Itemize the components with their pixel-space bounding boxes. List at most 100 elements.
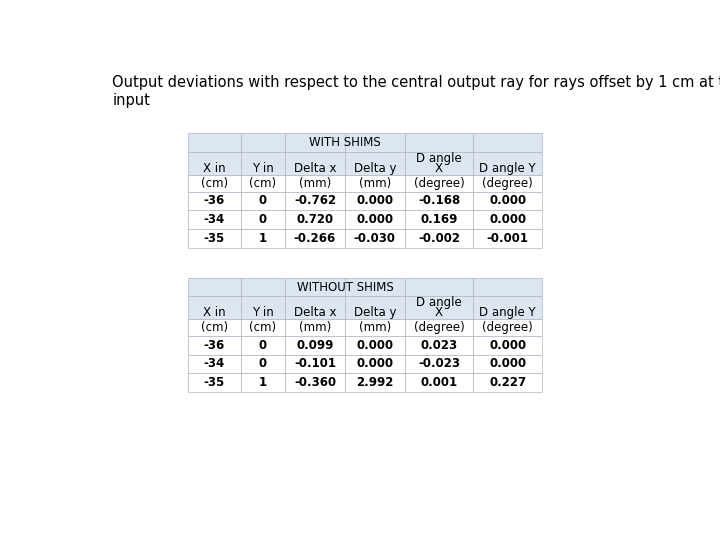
Bar xyxy=(188,278,240,296)
Text: -36: -36 xyxy=(204,339,225,352)
Text: -0.002: -0.002 xyxy=(418,232,460,245)
Bar xyxy=(473,278,542,296)
Text: 1: 1 xyxy=(259,376,267,389)
Bar xyxy=(285,211,345,229)
Bar xyxy=(405,211,473,229)
Bar xyxy=(188,336,240,355)
Bar xyxy=(345,373,405,392)
Text: -34: -34 xyxy=(204,357,225,370)
Bar xyxy=(240,229,285,248)
Text: (cm): (cm) xyxy=(249,177,276,190)
Bar xyxy=(345,175,405,192)
Bar xyxy=(345,229,405,248)
Text: -0.762: -0.762 xyxy=(294,194,336,207)
Bar xyxy=(240,192,285,211)
Bar xyxy=(188,278,542,392)
Bar xyxy=(345,319,405,336)
Text: 0.720: 0.720 xyxy=(297,213,333,226)
Text: -0.023: -0.023 xyxy=(418,357,460,370)
Bar xyxy=(240,152,285,175)
Text: -36: -36 xyxy=(204,194,225,207)
Text: Delta x: Delta x xyxy=(294,306,336,319)
Bar xyxy=(188,175,240,192)
Text: 2.992: 2.992 xyxy=(356,376,393,389)
Text: WITH SHIMS: WITH SHIMS xyxy=(309,136,381,149)
Text: -0.168: -0.168 xyxy=(418,194,460,207)
Bar xyxy=(285,336,345,355)
Bar xyxy=(473,319,542,336)
Bar xyxy=(405,175,473,192)
Bar xyxy=(473,296,542,319)
Bar xyxy=(240,319,285,336)
Bar xyxy=(285,192,345,211)
Text: WITHOUT SHIMS: WITHOUT SHIMS xyxy=(297,281,393,294)
Text: Delta x: Delta x xyxy=(294,162,336,175)
Text: 1: 1 xyxy=(259,232,267,245)
Text: X: X xyxy=(435,162,443,175)
Bar xyxy=(405,319,473,336)
Text: 0.001: 0.001 xyxy=(420,376,458,389)
Bar xyxy=(240,211,285,229)
Bar xyxy=(240,355,285,373)
Text: 0.000: 0.000 xyxy=(489,213,526,226)
Bar xyxy=(285,278,345,296)
Text: 0.169: 0.169 xyxy=(420,213,458,226)
Bar xyxy=(405,192,473,211)
Bar xyxy=(285,296,345,319)
Text: X: X xyxy=(435,306,443,319)
Bar xyxy=(285,229,345,248)
Bar xyxy=(405,152,473,175)
Bar xyxy=(188,133,542,248)
Text: (cm): (cm) xyxy=(201,321,228,334)
Text: -0.101: -0.101 xyxy=(294,357,336,370)
Bar xyxy=(345,355,405,373)
Text: Y in: Y in xyxy=(252,306,274,319)
Text: (cm): (cm) xyxy=(201,177,228,190)
Text: (mm): (mm) xyxy=(359,321,391,334)
Text: -0.001: -0.001 xyxy=(487,232,528,245)
Bar xyxy=(345,192,405,211)
Text: (degree): (degree) xyxy=(413,321,464,334)
Bar xyxy=(345,133,405,152)
Text: X in: X in xyxy=(203,162,225,175)
Bar xyxy=(285,133,345,152)
Bar xyxy=(188,152,240,175)
Bar xyxy=(188,373,240,392)
Text: (degree): (degree) xyxy=(482,177,533,190)
Bar xyxy=(285,373,345,392)
Bar xyxy=(345,152,405,175)
Text: -35: -35 xyxy=(204,376,225,389)
Text: 0: 0 xyxy=(259,357,267,370)
Bar xyxy=(405,296,473,319)
Text: (cm): (cm) xyxy=(249,321,276,334)
Text: 0.099: 0.099 xyxy=(297,339,333,352)
Text: (mm): (mm) xyxy=(299,177,331,190)
Bar xyxy=(188,296,240,319)
Text: 0.000: 0.000 xyxy=(356,339,393,352)
Bar xyxy=(473,336,542,355)
Text: (mm): (mm) xyxy=(359,177,391,190)
Bar xyxy=(473,373,542,392)
Bar xyxy=(473,133,542,152)
Bar xyxy=(285,175,345,192)
Bar xyxy=(473,175,542,192)
Text: D angle Y: D angle Y xyxy=(480,306,536,319)
Bar xyxy=(240,336,285,355)
Bar xyxy=(405,373,473,392)
Bar xyxy=(240,133,285,152)
Bar xyxy=(345,336,405,355)
Bar xyxy=(285,152,345,175)
Bar xyxy=(240,296,285,319)
Text: D angle: D angle xyxy=(416,296,462,309)
Text: (degree): (degree) xyxy=(482,321,533,334)
Bar xyxy=(188,133,240,152)
Bar xyxy=(345,296,405,319)
Text: D angle Y: D angle Y xyxy=(480,162,536,175)
Bar xyxy=(285,319,345,336)
Text: 0.227: 0.227 xyxy=(489,376,526,389)
Text: 0.000: 0.000 xyxy=(356,357,393,370)
Bar xyxy=(473,152,542,175)
Text: Output deviations with respect to the central output ray for rays offset by 1 cm: Output deviations with respect to the ce… xyxy=(112,75,720,107)
Text: 0: 0 xyxy=(259,194,267,207)
Text: 0.000: 0.000 xyxy=(356,194,393,207)
